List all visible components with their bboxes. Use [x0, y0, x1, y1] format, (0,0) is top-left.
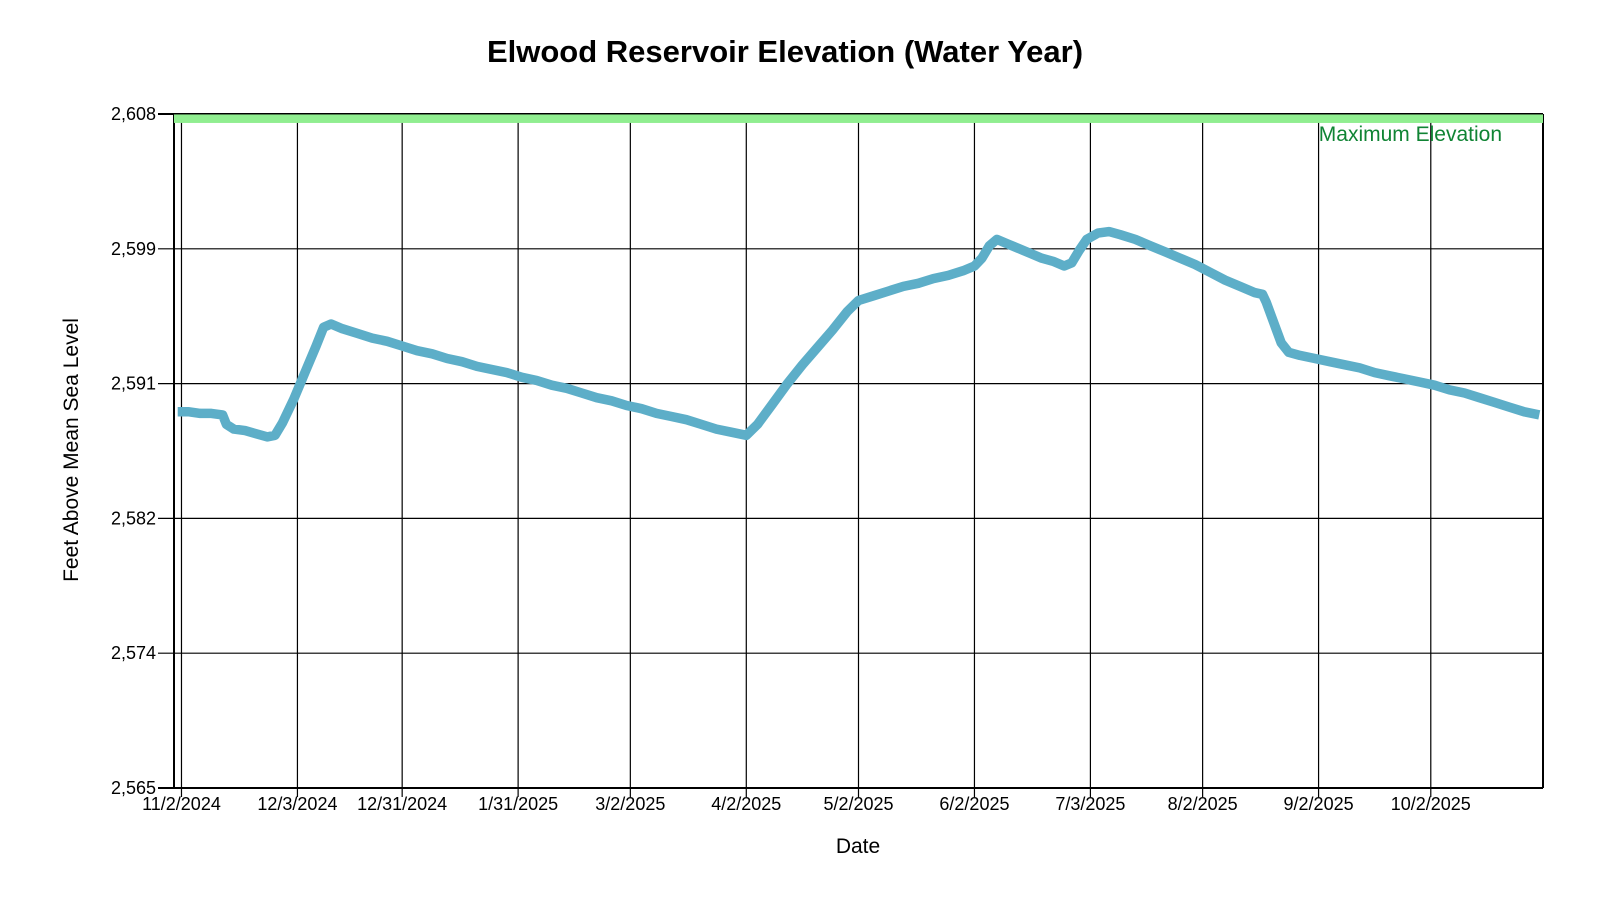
x-tick-label: 9/2/2025: [1284, 794, 1354, 814]
gridlines-layer: [158, 113, 1544, 797]
x-tick-label: 7/3/2025: [1055, 794, 1125, 814]
x-tick-label: 12/3/2024: [257, 794, 337, 814]
series-layer: [177, 226, 1541, 442]
x-tick-label: 3/2/2025: [595, 794, 665, 814]
y-tick-label: 2,582: [111, 508, 156, 528]
x-tick-label: 11/2/2024: [142, 794, 221, 814]
elevation-line: [177, 226, 1541, 442]
chart-title: Elwood Reservoir Elevation (Water Year): [487, 34, 1083, 69]
y-tick-label: 2,574: [111, 643, 156, 663]
y-axis-title: Feet Above Mean Sea Level: [60, 318, 83, 582]
y-tick-label: 2,599: [111, 239, 156, 259]
x-tick-label: 5/2/2025: [823, 794, 893, 814]
x-tick-label: 12/31/2024: [357, 794, 447, 814]
x-tick-label: 1/31/2025: [478, 794, 558, 814]
x-tick-label: 10/2/2025: [1391, 794, 1471, 814]
max-elevation-label: Maximum Elevation: [1319, 123, 1502, 146]
max-elevation-band: [174, 114, 1543, 123]
x-tick-label: 4/2/2025: [711, 794, 781, 814]
x-axis-title: Date: [836, 835, 880, 858]
x-tick-label: 8/2/2025: [1168, 794, 1238, 814]
y-tick-label: 2,565: [111, 778, 156, 798]
max-elevation-band-layer: [174, 114, 1543, 123]
y-tick-label: 2,591: [111, 374, 156, 394]
x-tick-label: 6/2/2025: [939, 794, 1009, 814]
y-tick-label: 2,608: [111, 104, 156, 124]
